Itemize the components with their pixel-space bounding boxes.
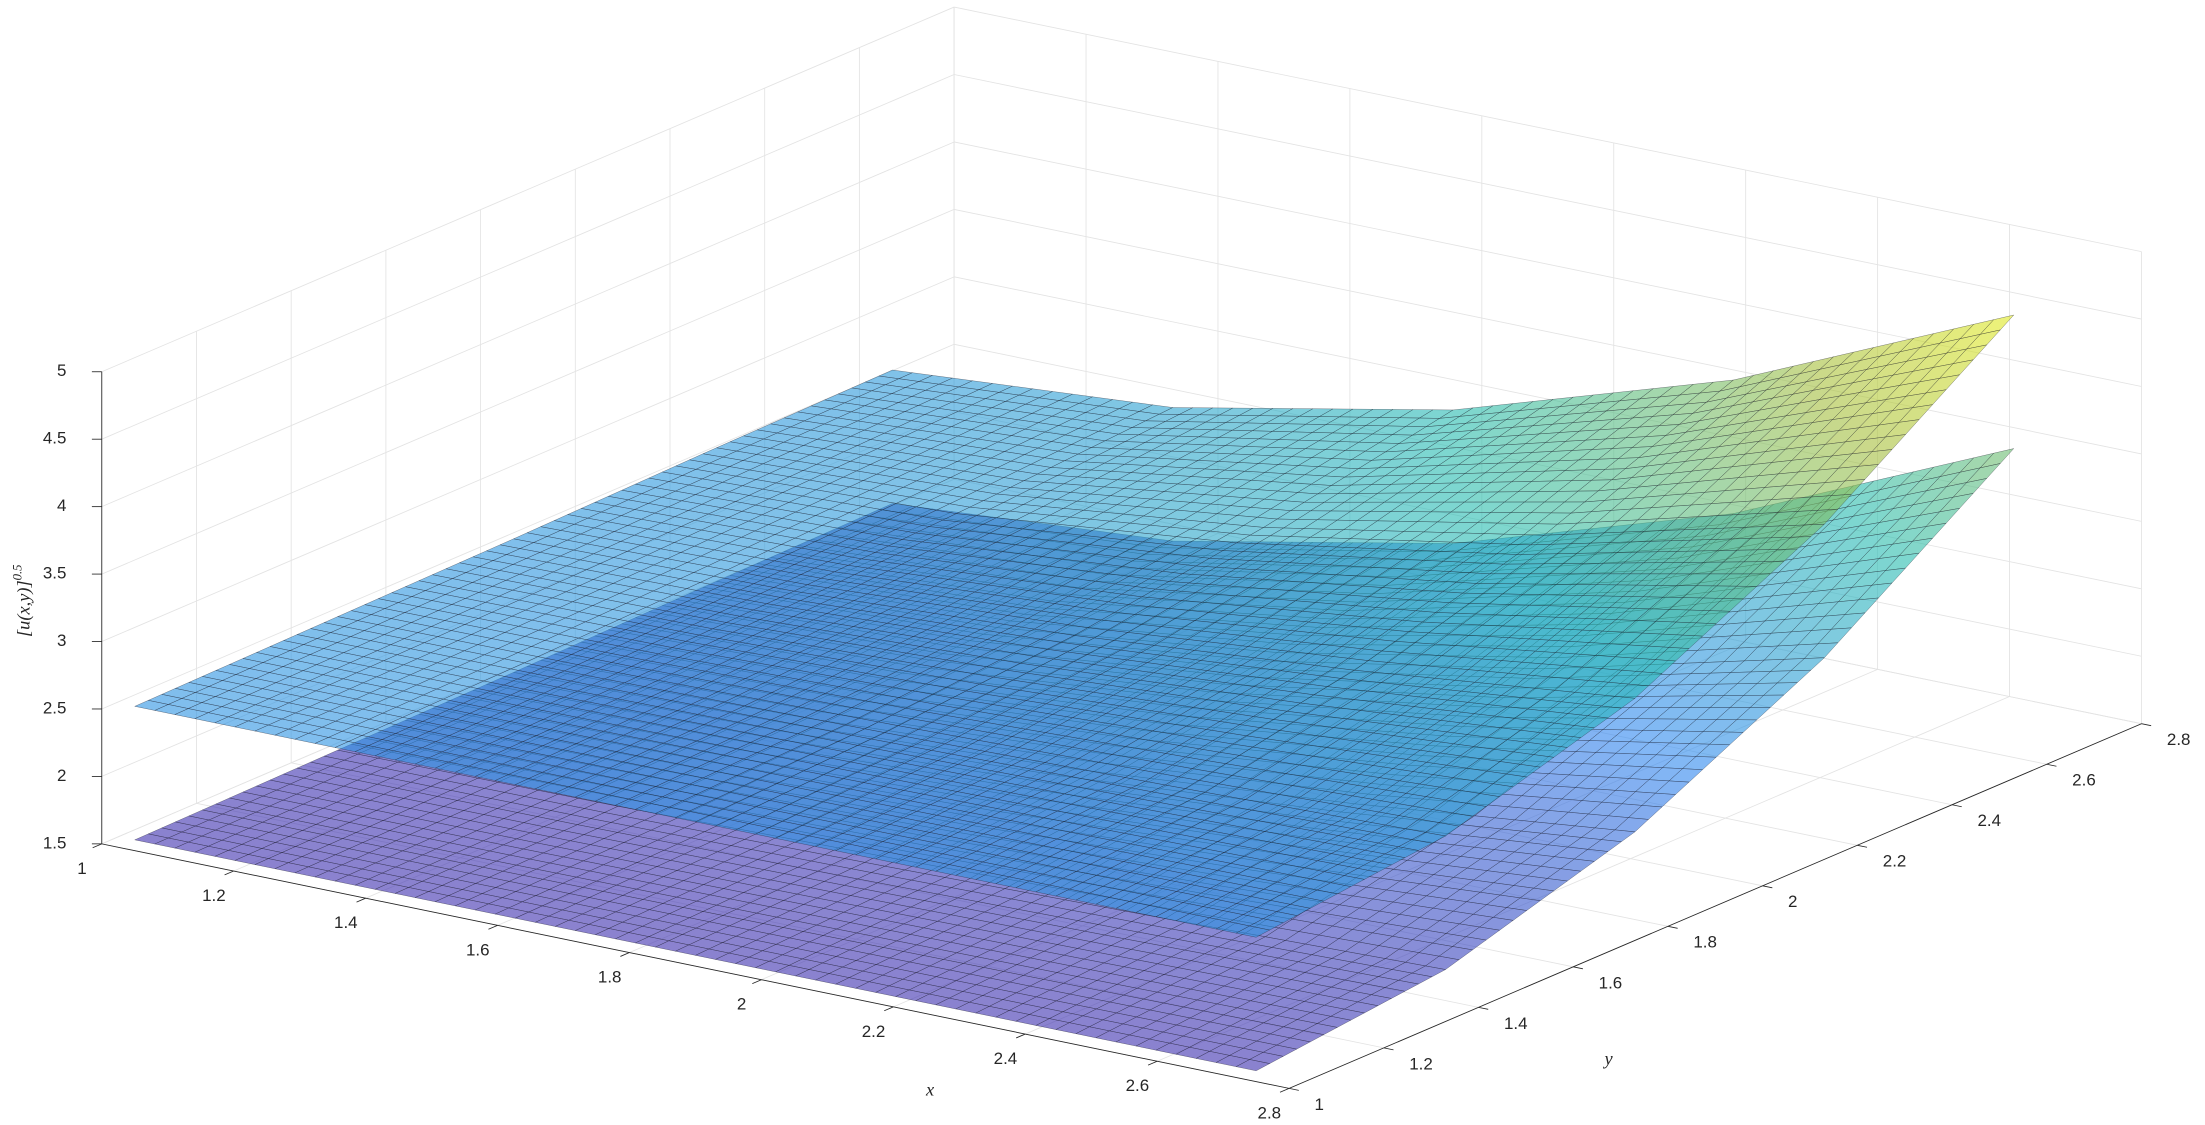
grid-line — [954, 6, 2142, 253]
grid-line — [954, 74, 2142, 320]
surface-facet — [1235, 1059, 1271, 1072]
surface — [133, 314, 2015, 938]
grid-line — [101, 209, 955, 575]
grid-line — [101, 141, 955, 508]
plot-area: 11.21.41.61.822.22.42.62.8 11.21.41.61.82… — [10, 6, 2190, 1122]
grid-line — [954, 208, 2142, 455]
grid-line — [101, 276, 955, 642]
grid-line — [101, 343, 955, 710]
grid-line — [101, 6, 955, 373]
grid-line — [101, 74, 955, 440]
surfaces — [133, 314, 2015, 1072]
